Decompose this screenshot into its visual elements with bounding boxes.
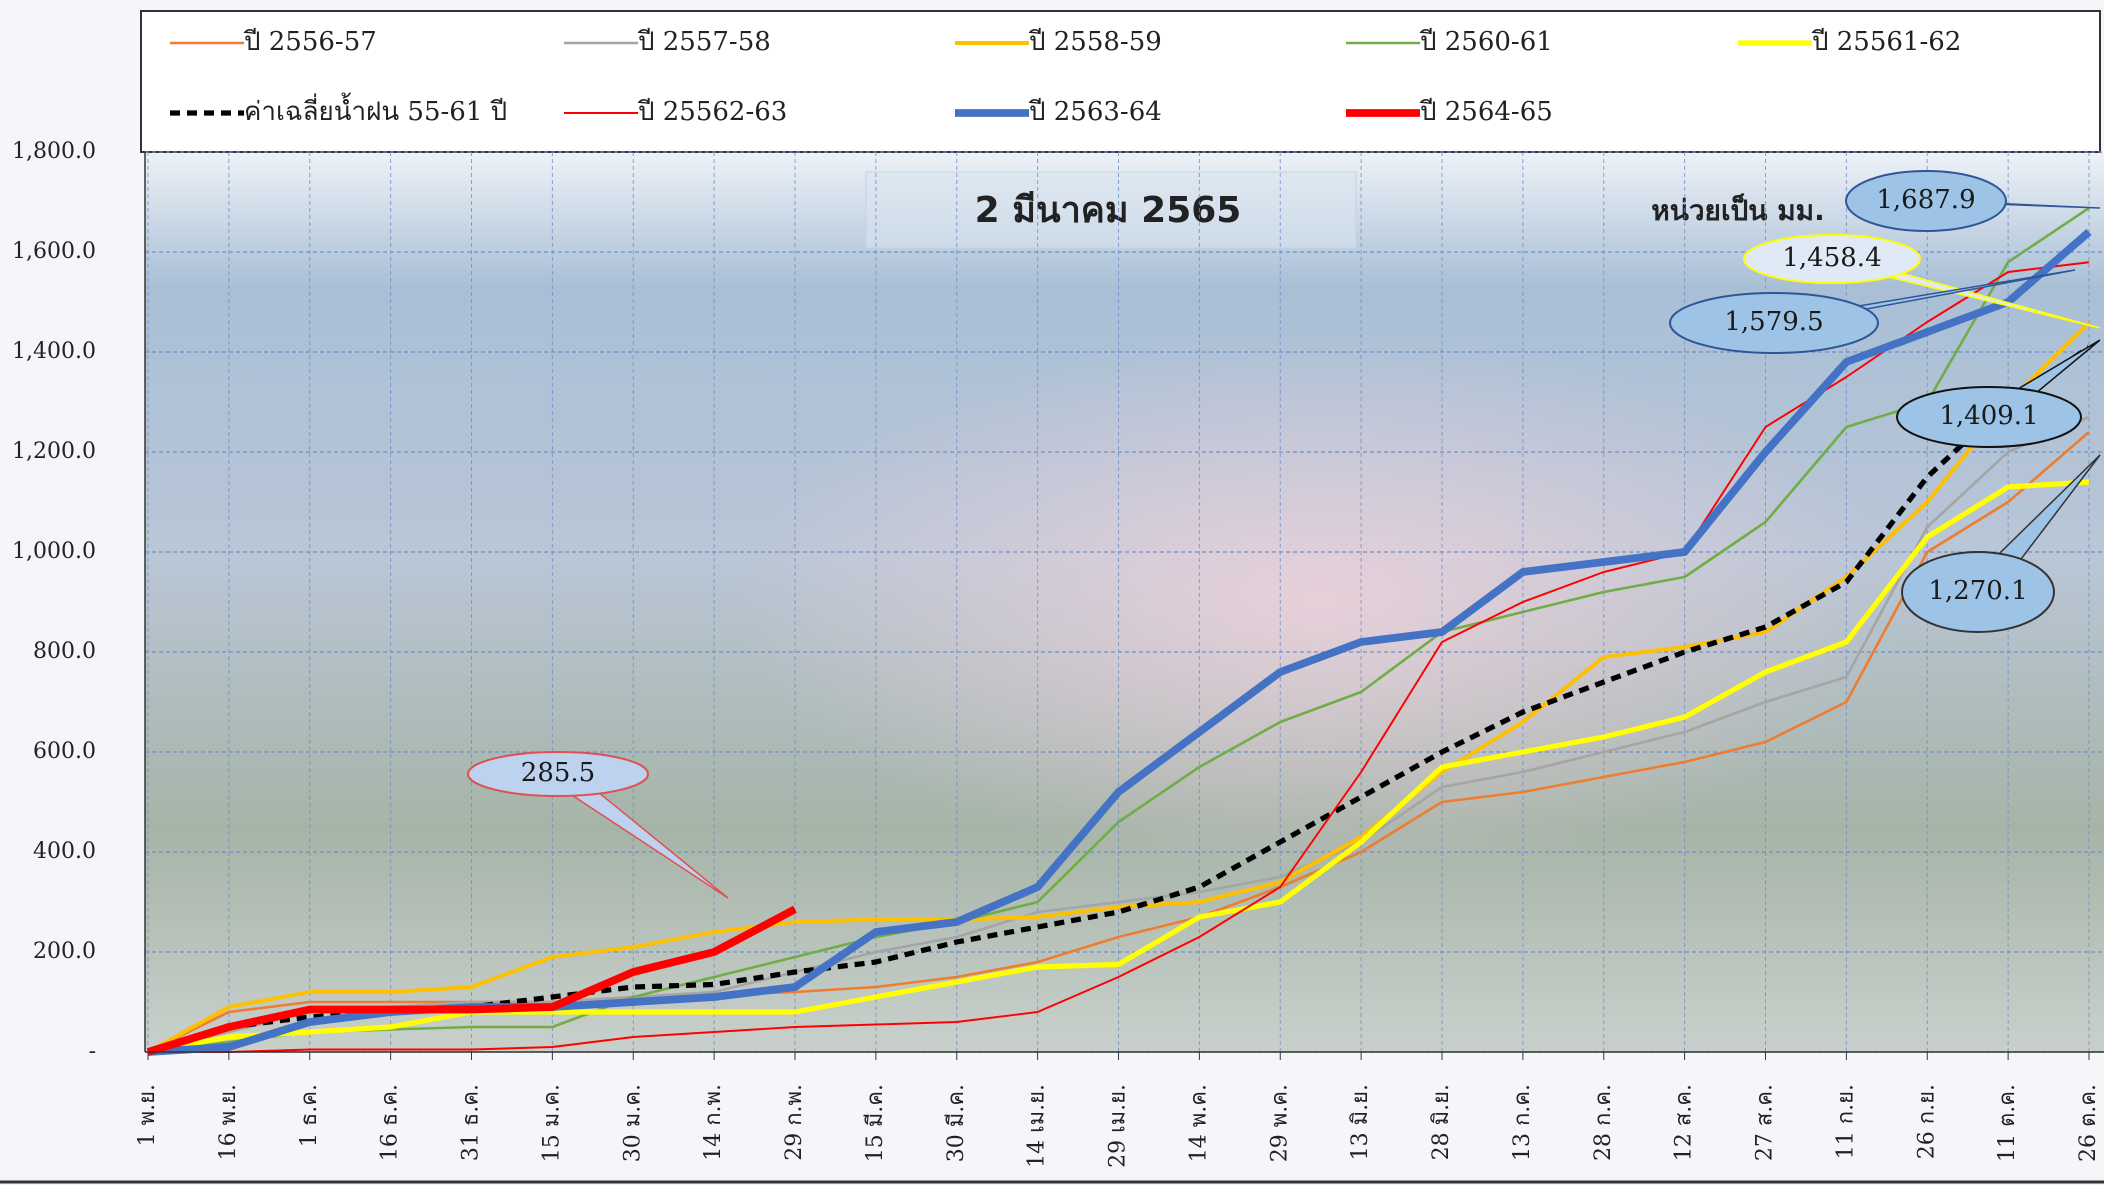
y-tick-label: 1,600.0 — [12, 239, 96, 264]
legend-label: ปี 25561-62 — [1811, 27, 1961, 57]
x-tick-label: 14 เม.ย. — [1025, 1084, 1050, 1168]
x-tick-label: 11 ก.ย. — [1833, 1084, 1858, 1159]
y-tick-label: 400.0 — [33, 839, 96, 864]
x-tick-label: 16 ธ.ค. — [378, 1084, 403, 1161]
y-tick-label: 600.0 — [33, 739, 96, 764]
x-tick-label: 16 พ.ย. — [216, 1084, 241, 1160]
x-tick-label: 13 ก.ค. — [1510, 1084, 1535, 1161]
x-tick-label: 28 มิ.ย. — [1429, 1084, 1454, 1160]
legend-label: ปี 2557-58 — [637, 27, 771, 57]
y-tick-label: 1,800.0 — [12, 139, 96, 164]
x-tick-label: 15 ม.ค. — [539, 1084, 564, 1162]
x-tick-label: 13 มิ.ย. — [1348, 1084, 1373, 1160]
y-tick-label: 1,200.0 — [12, 439, 96, 464]
x-tick-label: 26 ก.ย. — [1914, 1084, 1939, 1159]
unit-label: หน่วยเป็น มม. — [1651, 193, 1825, 227]
y-tick-label: 200.0 — [33, 939, 96, 964]
x-tick-label: 29 พ.ค. — [1267, 1084, 1292, 1162]
x-tick-label: 1 ธ.ค. — [297, 1084, 322, 1147]
callout-label: 285.5 — [521, 758, 595, 788]
x-tick-label: 29 เม.ย. — [1106, 1084, 1131, 1168]
x-tick-label: 14 พ.ค. — [1186, 1084, 1211, 1162]
legend-label: ค่าเฉลี่ยน้ำฝน 55-61 ปี — [244, 92, 507, 127]
y-tick-label: - — [89, 1039, 96, 1064]
callout-label: 1,579.5 — [1724, 307, 1823, 337]
x-tick-label: 14 ก.พ. — [701, 1084, 726, 1161]
y-tick-label: 1,400.0 — [12, 339, 96, 364]
legend-label: ปี 2564-65 — [1419, 97, 1553, 127]
x-tick-label: 31 ธ.ค. — [459, 1084, 484, 1161]
callout-label: 1,409.1 — [1939, 401, 2038, 431]
legend-label: ปี 2556-57 — [243, 27, 377, 57]
x-tick-label: 12 ส.ค. — [1672, 1084, 1697, 1161]
x-tick-label: 28 ก.ค. — [1591, 1084, 1616, 1161]
callout-label: 1,687.9 — [1876, 185, 1975, 215]
x-tick-label: 30 ม.ค. — [620, 1084, 645, 1162]
callout-label: 1,458.4 — [1782, 243, 1881, 273]
legend-label: ปี 2558-59 — [1028, 27, 1162, 57]
x-tick-label: 15 มี.ค. — [863, 1084, 888, 1162]
callout-label: 1,270.1 — [1928, 576, 2027, 606]
legend-label: ปี 2563-64 — [1028, 97, 1162, 127]
y-tick-label: 1,000.0 — [12, 539, 96, 564]
x-tick-label: 30 มี.ค. — [944, 1084, 969, 1162]
x-tick-label: 26 ต.ค. — [2076, 1084, 2101, 1162]
chart-title: 2 มีนาคม 2565 — [975, 190, 1242, 231]
x-tick-label: 1 พ.ย. — [135, 1084, 160, 1146]
legend-label: ปี 2560-61 — [1419, 27, 1553, 57]
x-tick-label: 27 ส.ค. — [1753, 1084, 1778, 1161]
y-tick-label: 800.0 — [33, 639, 96, 664]
chart: 2 มีนาคม 2565 หน่วยเป็น มม. 285.5 1,687.9… — [0, 0, 2104, 1185]
legend-label: ปี 25562-63 — [637, 97, 787, 127]
x-tick-label: 11 ต.ค. — [1995, 1084, 2020, 1162]
x-tick-label: 29 ก.พ. — [782, 1084, 807, 1161]
